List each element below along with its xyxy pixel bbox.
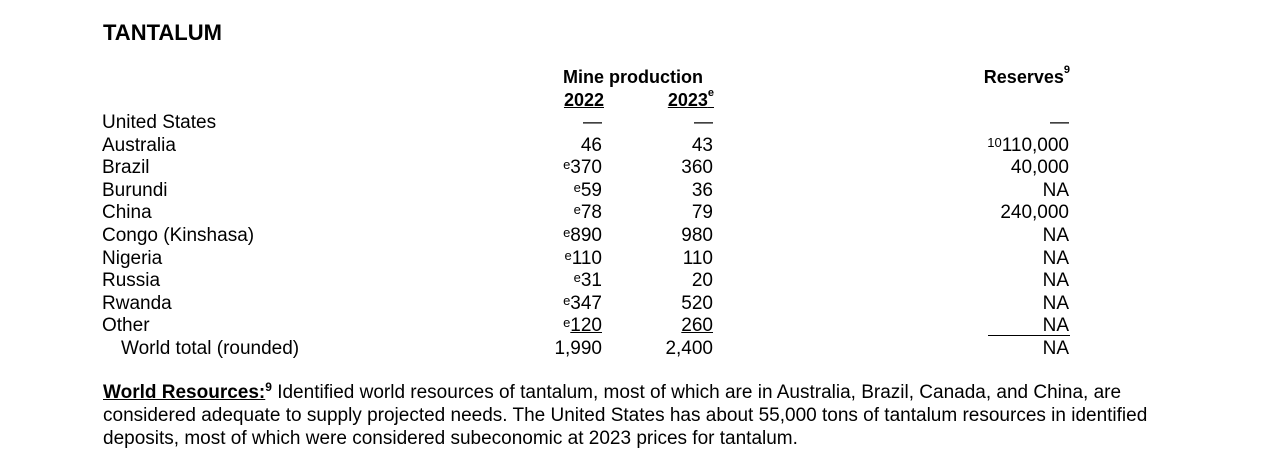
table-row: Rwanda e347 520 NA bbox=[0, 293, 1280, 316]
production-number: 31 bbox=[580, 270, 602, 292]
reserves-value: 240,000 bbox=[1000, 202, 1069, 224]
reserves-number: 110,000 bbox=[1001, 134, 1069, 156]
year-2023-label: 2023 bbox=[667, 90, 708, 110]
reserves-value: NA bbox=[1042, 292, 1069, 314]
production-2022: e110 bbox=[520, 248, 602, 270]
production-2022: e59 bbox=[520, 180, 602, 202]
production-table: United States — — — Australia 46 43 1011… bbox=[0, 112, 1280, 361]
production-number: 890 bbox=[570, 224, 602, 246]
country-name: China bbox=[102, 202, 152, 224]
reserves-total: NA bbox=[1042, 337, 1069, 359]
table-row: Nigeria e110 110 NA bbox=[0, 248, 1280, 271]
production-2023: — bbox=[694, 112, 713, 133]
production-2023: 79 bbox=[691, 202, 713, 224]
estimate-mark: e bbox=[573, 270, 581, 286]
country-name: Congo (Kinshasa) bbox=[102, 224, 255, 246]
estimate-mark: e bbox=[563, 157, 571, 173]
page-title: TANTALUM bbox=[103, 20, 222, 45]
production-2022: e347 bbox=[520, 293, 602, 315]
reserves-footnote-mark: 10 bbox=[987, 134, 1002, 150]
table-row: Congo (Kinshasa) e890 980 NA bbox=[0, 225, 1280, 248]
production-number: 120 bbox=[570, 315, 602, 337]
production-2022: — bbox=[583, 112, 602, 133]
country-name: Russia bbox=[102, 270, 161, 292]
year-2023-header: 2023e bbox=[652, 87, 714, 111]
table-row: Brazil e370 360 40,000 bbox=[0, 157, 1280, 180]
table-row: Russia e31 20 NA bbox=[0, 270, 1280, 293]
production-2022: e890 bbox=[520, 225, 602, 247]
production-number: 78 bbox=[580, 202, 602, 224]
production-number: 59 bbox=[580, 179, 602, 201]
production-2023-total: 2,400 bbox=[665, 337, 713, 359]
estimate-mark: e bbox=[573, 179, 581, 195]
estimate-mark: e bbox=[564, 247, 572, 263]
reserves-value: NA bbox=[1042, 179, 1069, 201]
table-row: China e78 79 240,000 bbox=[0, 202, 1280, 225]
world-resources-footnote-mark: 9 bbox=[265, 380, 272, 394]
table-row: Burundi e59 36 NA bbox=[0, 180, 1280, 203]
country-name: Rwanda bbox=[102, 292, 172, 314]
production-2023: 980 bbox=[681, 224, 713, 246]
reserves-value: NA bbox=[1042, 224, 1069, 246]
reserves-value: 40,000 bbox=[1010, 157, 1069, 179]
country-name: Brazil bbox=[102, 157, 150, 179]
production-2023: 110 bbox=[682, 247, 713, 269]
estimate-mark: e bbox=[563, 315, 571, 331]
production-2023: 360 bbox=[681, 157, 713, 179]
country-name: United States bbox=[102, 112, 217, 133]
reserves-value: NA bbox=[1042, 315, 1069, 337]
estimate-mark: e bbox=[573, 202, 581, 218]
reserves-value: 10110,000 bbox=[950, 135, 1069, 157]
total-row: World total (rounded) 1,990 2,400 NA bbox=[0, 338, 1280, 361]
table-row: Other e120 260 NA bbox=[0, 315, 1280, 338]
estimate-mark: e bbox=[563, 292, 571, 308]
production-2022: e31 bbox=[520, 270, 602, 292]
production-2023: 43 bbox=[691, 134, 713, 156]
table-row: United States — — — bbox=[0, 112, 1280, 135]
production-2022-total: 1,990 bbox=[554, 337, 602, 359]
production-2023: 36 bbox=[691, 179, 713, 201]
country-name: Nigeria bbox=[102, 247, 163, 269]
estimate-mark: e bbox=[563, 224, 571, 240]
reserves-label: Reserves bbox=[983, 67, 1064, 87]
reserves-value: — bbox=[1050, 112, 1069, 133]
reserves-footnote-mark: 9 bbox=[1063, 64, 1070, 76]
production-number: 370 bbox=[570, 157, 602, 179]
reserves-header: Reserves9 bbox=[950, 64, 1070, 88]
production-2023: 520 bbox=[681, 292, 713, 314]
production-2023: 20 bbox=[691, 270, 713, 292]
mine-production-header: Mine production bbox=[563, 67, 703, 87]
production-2023: 260 bbox=[681, 315, 713, 337]
reserves-value: NA bbox=[1042, 247, 1069, 269]
world-total-label: World total (rounded) bbox=[121, 337, 300, 359]
country-name: Australia bbox=[102, 134, 176, 156]
production-2022: e120 bbox=[520, 315, 602, 337]
production-2022: e78 bbox=[520, 202, 602, 224]
table-row: Australia 46 43 10110,000 bbox=[0, 135, 1280, 158]
year-2022-header: 2022 bbox=[563, 90, 604, 110]
world-resources-paragraph: World Resources:9 Identified world resou… bbox=[103, 381, 1213, 450]
production-number: 347 bbox=[570, 292, 602, 314]
country-name: Other bbox=[102, 315, 150, 337]
reserves-value: NA bbox=[1042, 270, 1069, 292]
world-resources-label: World Resources: bbox=[103, 382, 266, 403]
country-name: Burundi bbox=[102, 179, 168, 201]
year-2023-estimate-mark: e bbox=[707, 87, 714, 99]
world-resources-text: Identified world resources of tantalum, … bbox=[103, 382, 1148, 449]
production-number: 110 bbox=[571, 247, 602, 269]
production-2022: 46 bbox=[580, 134, 602, 156]
production-2022: e370 bbox=[520, 157, 602, 179]
reserves-total-rule bbox=[988, 335, 1070, 336]
